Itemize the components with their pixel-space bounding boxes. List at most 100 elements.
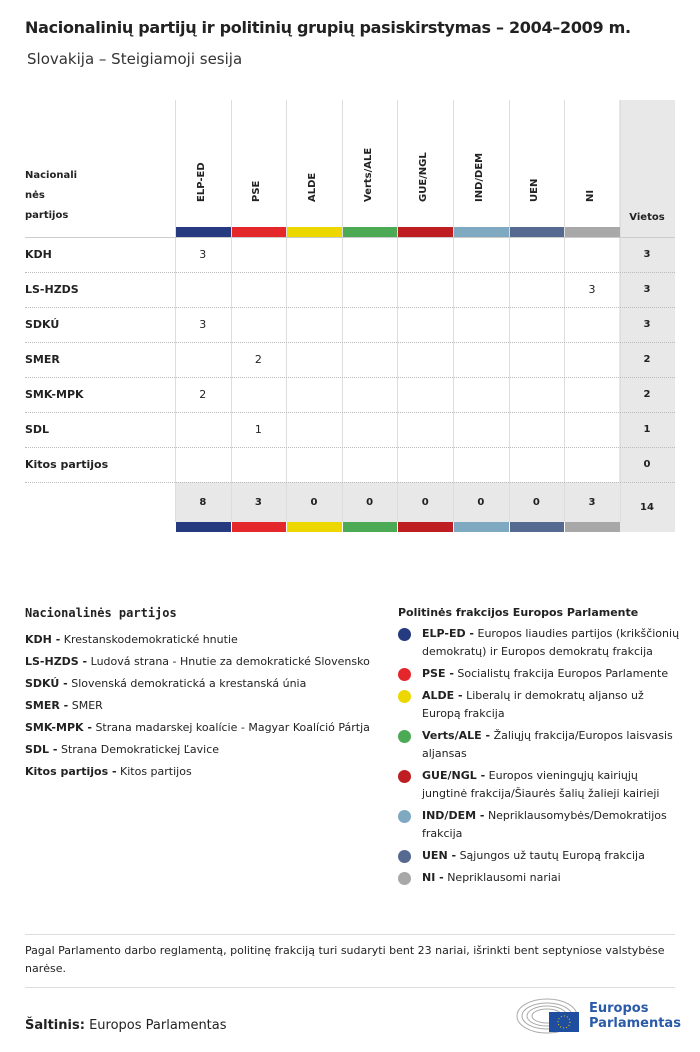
national-parties-legend: Nacionalinės partijos KDH - Krestanskode…: [25, 606, 370, 783]
page-title: Nacionalinių partijų ir politinių grupių…: [25, 18, 631, 37]
group-color-bar: [342, 227, 398, 237]
group-color-dot-icon: [398, 850, 411, 863]
group-color-dot-icon: [398, 872, 411, 885]
row-header-label: nės: [25, 189, 45, 201]
group-abbr: ALDE -: [422, 689, 463, 702]
totals-row-bg: [175, 482, 619, 522]
party-name: SMK-MPK: [25, 388, 84, 401]
row-divider: [25, 272, 675, 273]
group-legend-item: ELP-ED - Europos liaudies partijos (krik…: [398, 625, 683, 661]
group-color-bar: [342, 522, 398, 532]
row-divider: [25, 237, 675, 238]
group-legend-item: Verts/ALE - Žaliųjų frakcija/Europos lai…: [398, 727, 683, 763]
group-total: 3: [588, 496, 596, 508]
group-color-dot-icon: [398, 810, 411, 823]
column-divider: [230, 100, 232, 522]
party-full-name: Kitos partijos: [120, 765, 192, 778]
group-legend-item: GUE/NGL - Europos vieningųjų kairiųjų ju…: [398, 767, 683, 803]
national-party-legend-item: LS-HZDS - Ludová strana - Hnutie za demo…: [25, 651, 370, 673]
group-header: ELP-ED: [195, 162, 207, 202]
group-header: NI: [585, 189, 596, 202]
national-party-legend-item: Kitos partijos - Kitos partijos: [25, 761, 370, 783]
party-full-name: Slovenská demokratická a krestanská únia: [71, 677, 307, 690]
party-abbr: Kitos partijos -: [25, 765, 117, 778]
seat-distribution-table: Nacionali nės partijos Vietos ELP-ED 8 PSE 3 ALD…: [25, 100, 675, 532]
group-total: 0: [421, 496, 429, 508]
page-subtitle: Slovakija – Steigiamoji sesija: [27, 50, 243, 68]
party-total: 0: [643, 459, 651, 470]
party-total: 3: [643, 249, 651, 260]
row-divider: [25, 307, 675, 308]
column-divider: [564, 100, 566, 522]
party-full-name: Ludová strana - Hnutie za demokratické S…: [90, 655, 370, 668]
national-legend-heading: Nacionalinės partijos: [25, 606, 177, 620]
group-color-dot-icon: [398, 730, 411, 743]
group-color-dot-icon: [398, 628, 411, 641]
row-divider: [25, 377, 675, 378]
total-header: Vietos: [629, 211, 665, 223]
national-party-legend-item: SDKÚ - Slovenská demokratická a krestans…: [25, 673, 370, 695]
row-divider: [25, 342, 675, 343]
group-abbr: PSE -: [422, 667, 454, 680]
party-abbr: KDH -: [25, 633, 61, 646]
group-color-bar: [454, 227, 509, 237]
national-party-legend-item: SDL - Strana Demokratickej Ľavice: [25, 739, 370, 761]
party-name: LS-HZDS: [25, 283, 79, 296]
party-total: 3: [643, 319, 651, 330]
group-abbr: GUE/NGL -: [422, 769, 486, 782]
seat-count: 3: [199, 248, 207, 261]
group-color-bar: [509, 522, 565, 532]
group-header: Verts/ALE: [362, 147, 374, 202]
group-legend-item: UEN - Sąjungos už tautų Europą frakcija: [398, 847, 683, 865]
party-full-name: Strana Demokratickej Ľavice: [60, 743, 220, 756]
political-groups-legend: Politinės frakcijos Europos Parlamente E…: [398, 606, 683, 891]
column-divider: [619, 100, 621, 522]
party-total: 2: [643, 389, 651, 400]
party-full-name: SMER: [71, 699, 103, 712]
group-header: ALDE: [307, 172, 318, 202]
group-color-bar: [565, 227, 620, 237]
group-color-bar: [509, 227, 565, 237]
group-color-bar: [176, 227, 231, 237]
national-party-legend-item: SMER - SMER: [25, 695, 370, 717]
party-total: 3: [643, 284, 651, 295]
group-header: UEN: [529, 178, 541, 202]
group-full-name: Europos vieningųjų kairiųjų jungtinė fra…: [422, 769, 660, 800]
group-full-name: Nepriklausomi nariai: [447, 871, 561, 884]
groups-legend-heading: Politinės frakcijos Europos Parlamente: [398, 606, 639, 619]
group-header: GUE/NGL: [418, 152, 430, 202]
logo-line2: Parlamentas: [589, 1016, 681, 1031]
national-party-legend-item: SMK-MPK - Strana madarskej koalície - Ma…: [25, 717, 370, 739]
column-divider: [508, 100, 510, 522]
party-name: KDH: [25, 248, 52, 261]
seat-count: 3: [199, 318, 207, 331]
column-divider: [397, 100, 399, 522]
group-color-dot-icon: [398, 690, 411, 703]
party-abbr: SMK-MPK -: [25, 721, 92, 734]
grand-total: 14: [640, 501, 654, 513]
seat-count: 1: [254, 423, 262, 436]
parliament-hemicycle-icon: [516, 998, 579, 1034]
group-color-bar: [287, 522, 342, 532]
group-total: 0: [532, 496, 540, 508]
row-divider: [25, 447, 675, 448]
group-full-name: Europos liaudies partijos (krikščionių d…: [422, 627, 680, 658]
group-legend-item: ALDE - Liberalų ir demokratų aljanso už …: [398, 687, 683, 723]
seat-count: 2: [254, 353, 262, 366]
column-divider: [341, 100, 343, 522]
group-total: 0: [310, 496, 318, 508]
row-header-label: Nacionali: [25, 169, 78, 181]
group-color-bar: [287, 227, 342, 237]
group-abbr: IND/DEM -: [422, 809, 485, 822]
seat-count: 2: [199, 388, 207, 401]
group-header: IND/DEM: [473, 152, 485, 202]
group-color-bar: [565, 522, 620, 532]
group-full-name: Sąjungos už tautų Europą frakcija: [459, 849, 645, 862]
group-color-bar: [231, 227, 287, 237]
vietos-column-bg: [619, 100, 675, 532]
group-color-bar: [398, 522, 453, 532]
group-color-bar: [398, 227, 453, 237]
column-divider: [453, 100, 454, 522]
party-abbr: SDKÚ -: [25, 677, 68, 690]
group-total: 3: [254, 496, 262, 508]
